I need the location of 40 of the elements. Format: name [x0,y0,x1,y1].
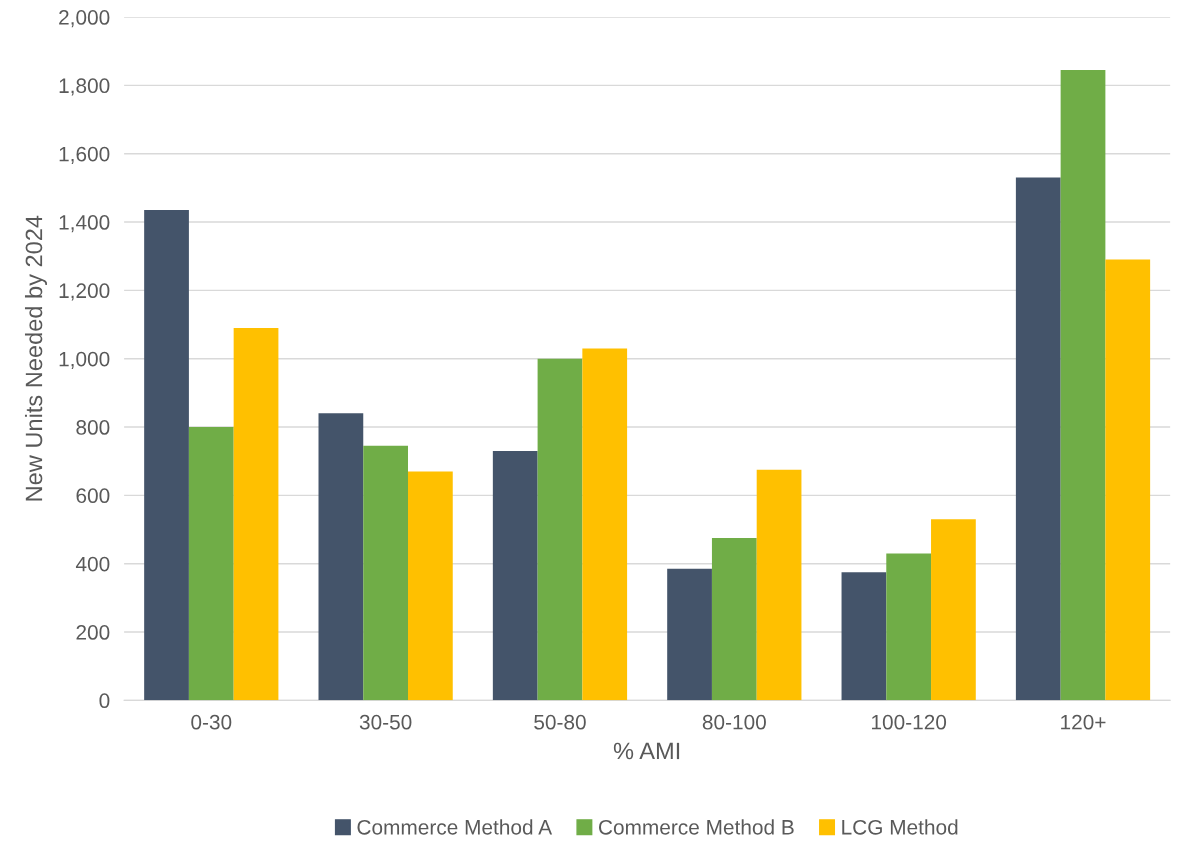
x-tick-label: 100-120 [872,714,947,730]
y-tick-label: 600 [76,488,110,504]
bar [1060,70,1106,701]
bar [886,553,932,701]
y-tick-label: 400 [75,556,110,572]
y-axis-title: New Units Needed by 2024 [24,215,47,501]
bar [144,210,189,701]
bar [492,450,538,701]
x-tick-label: 80-100 [702,714,766,730]
bar [537,358,583,701]
y-tick-label: 1,800 [59,78,110,96]
bar [363,445,408,701]
bar [1105,259,1151,701]
x-tick-label: 120+ [1061,714,1106,730]
bar [188,427,234,701]
legend-label: LCG Method [842,819,958,835]
bar [318,413,364,701]
bar [408,471,453,701]
y-tick-label: 1,600 [59,146,110,164]
bar [931,519,976,701]
y-tick-label: 200 [76,625,110,640]
x-tick-label: 50-80 [534,714,586,730]
bar [1015,177,1061,701]
x-axis-title: % AMI [613,742,680,760]
y-tick-label: 1,200 [59,283,110,301]
y-tick-label: 2,000 [59,10,110,28]
legend-label: Commerce Method B [598,819,794,835]
x-tick-label: 30-50 [359,714,412,730]
y-tick-label: 800 [76,420,110,435]
bar [841,572,887,701]
y-tick-label: 0 [99,693,110,709]
bar [667,568,712,701]
bar [711,538,757,701]
bar [582,348,628,701]
bar [233,327,279,701]
y-tick-label: 1,000 [59,351,110,369]
y-tick-label: 1,400 [59,215,110,233]
bar [756,469,802,701]
legend-label: Commerce Method A [357,819,553,835]
x-tick-label: 0-30 [191,714,232,730]
